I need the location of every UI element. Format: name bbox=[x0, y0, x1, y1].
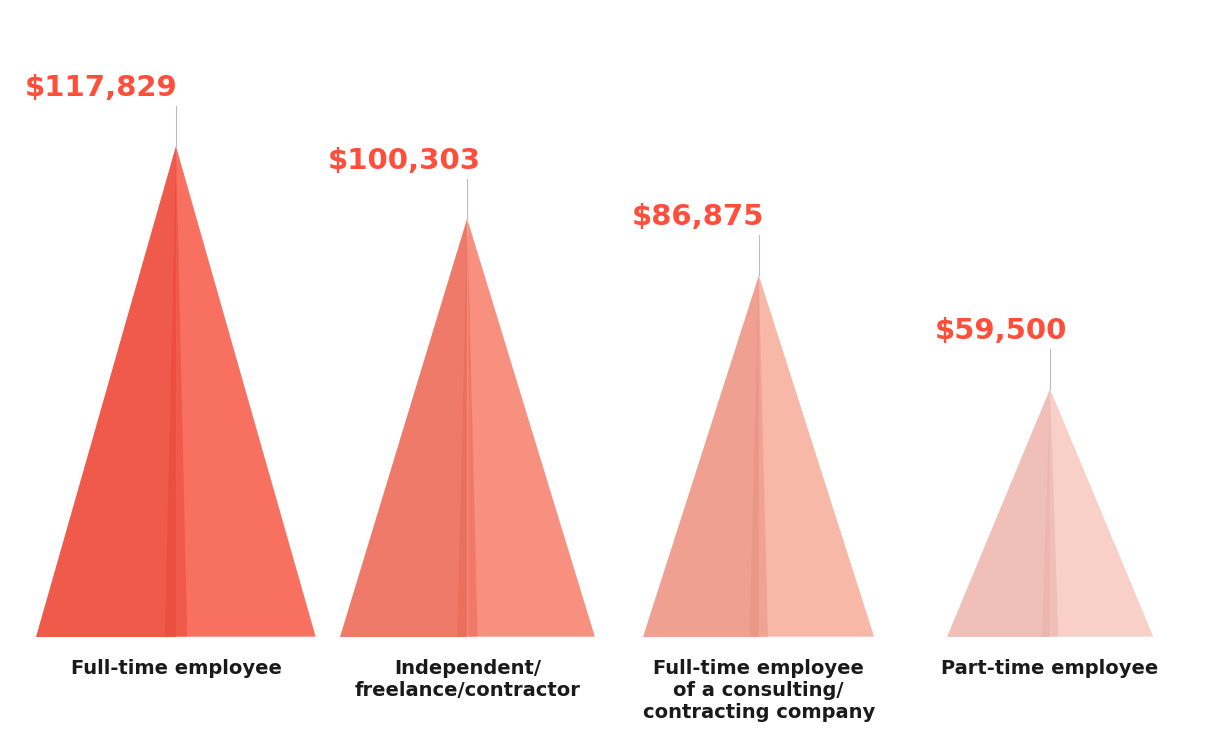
Text: Part-time employee: Part-time employee bbox=[942, 658, 1158, 677]
Polygon shape bbox=[36, 146, 176, 637]
Polygon shape bbox=[467, 219, 595, 637]
Text: Full-time employee
of a consulting/
contracting company: Full-time employee of a consulting/ cont… bbox=[642, 658, 875, 722]
Polygon shape bbox=[458, 219, 477, 637]
Text: Full-time employee: Full-time employee bbox=[70, 658, 282, 677]
Text: $117,829: $117,829 bbox=[24, 75, 177, 103]
Polygon shape bbox=[759, 275, 874, 637]
Text: Independent/
freelance/contractor: Independent/ freelance/contractor bbox=[354, 658, 580, 700]
Polygon shape bbox=[176, 146, 316, 637]
Text: $86,875: $86,875 bbox=[631, 203, 764, 231]
Text: $59,500: $59,500 bbox=[935, 317, 1067, 345]
Polygon shape bbox=[643, 275, 759, 637]
Polygon shape bbox=[749, 275, 768, 637]
Polygon shape bbox=[1042, 389, 1059, 637]
Text: $100,303: $100,303 bbox=[328, 148, 481, 176]
Polygon shape bbox=[1050, 389, 1153, 637]
Polygon shape bbox=[165, 146, 187, 637]
Polygon shape bbox=[340, 219, 467, 637]
Polygon shape bbox=[947, 389, 1050, 637]
